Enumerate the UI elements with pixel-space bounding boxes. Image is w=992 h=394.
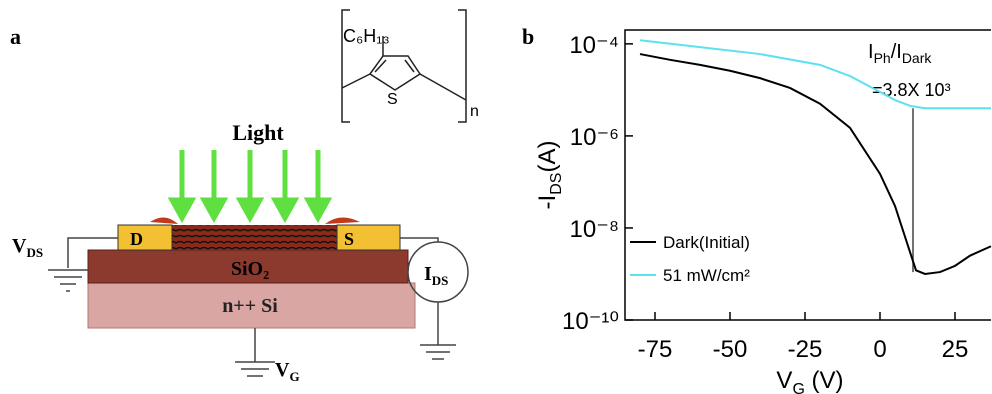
- vds-main: V: [12, 235, 27, 257]
- oxide: [87, 249, 409, 284]
- ratio-label: IPh/IDark: [868, 41, 932, 66]
- x-tick-label: -50: [713, 336, 748, 363]
- x-tick-label: 0: [873, 336, 886, 363]
- y-tick-label: 10⁻¹⁰: [562, 308, 619, 335]
- y-tick-label: 10⁻⁴: [569, 32, 619, 59]
- ratio-i: I: [868, 41, 874, 63]
- x-tick-label: -25: [788, 336, 823, 363]
- substrate-label: n++ Si: [222, 295, 278, 317]
- ids-label: IDS: [424, 263, 448, 288]
- x-tick-label: 25: [942, 336, 969, 363]
- vds-label: VDS: [12, 235, 43, 260]
- polymer-structure: [341, 9, 467, 123]
- repeat-unit: n: [470, 103, 479, 120]
- panel-label: b: [522, 24, 534, 49]
- side-chain: C₆H₁₃: [343, 26, 390, 46]
- ratio-sub: Ph: [874, 50, 891, 66]
- y-label-main: -I: [534, 195, 561, 210]
- legend-label: 51 mW/cm²: [663, 266, 750, 285]
- series-line: [639, 53, 992, 276]
- panel-a: a Light D S SiO₂ n++ Si VDS IDS: [10, 9, 479, 384]
- source-electrode: [336, 224, 401, 251]
- y-label-unit: (A): [534, 141, 561, 173]
- axis-frame: [624, 29, 991, 321]
- drain-electrode: [117, 224, 173, 251]
- y-tick-label: 10⁻⁶: [570, 124, 619, 151]
- ids-sub: DS: [432, 273, 449, 288]
- substrate: [87, 282, 416, 329]
- ratio-value: =3.8X 10³: [872, 80, 951, 100]
- channel: [172, 225, 337, 250]
- y-label-sub: DS: [548, 173, 565, 195]
- x-label-unit: (V): [805, 367, 844, 394]
- contacts: [150, 217, 360, 224]
- legend-label: Dark(Initial): [663, 233, 750, 252]
- panel-b: b -IDS(A) VG (V) IPh/IDark =3.8X 10³ -75…: [522, 24, 992, 394]
- vds-sub: DS: [26, 245, 43, 260]
- sulfur: S: [387, 91, 398, 108]
- y-tick-label: 10⁻⁸: [570, 216, 620, 243]
- oxide-label: SiO₂: [231, 258, 269, 280]
- y-axis-label: -IDS(A): [534, 141, 565, 210]
- drain-label: D: [130, 229, 143, 249]
- series-line: [639, 39, 991, 110]
- x-label-sub: G: [792, 381, 804, 394]
- vg-sub: G: [289, 369, 299, 384]
- light-label: Light: [232, 120, 284, 145]
- ratio-i: /I: [891, 41, 902, 63]
- x-label-main: V: [776, 367, 792, 394]
- vg-main: V: [275, 359, 290, 381]
- vg-label: VG: [275, 359, 300, 384]
- ratio-sub: Dark: [902, 50, 933, 66]
- x-tick-label: -75: [638, 336, 673, 363]
- panel-label: a: [10, 24, 21, 49]
- x-axis-label: VG (V): [776, 367, 843, 394]
- ids-main: I: [424, 263, 432, 285]
- source-label: S: [344, 229, 354, 249]
- light-arrows: [167, 150, 333, 224]
- wiring: [48, 237, 469, 377]
